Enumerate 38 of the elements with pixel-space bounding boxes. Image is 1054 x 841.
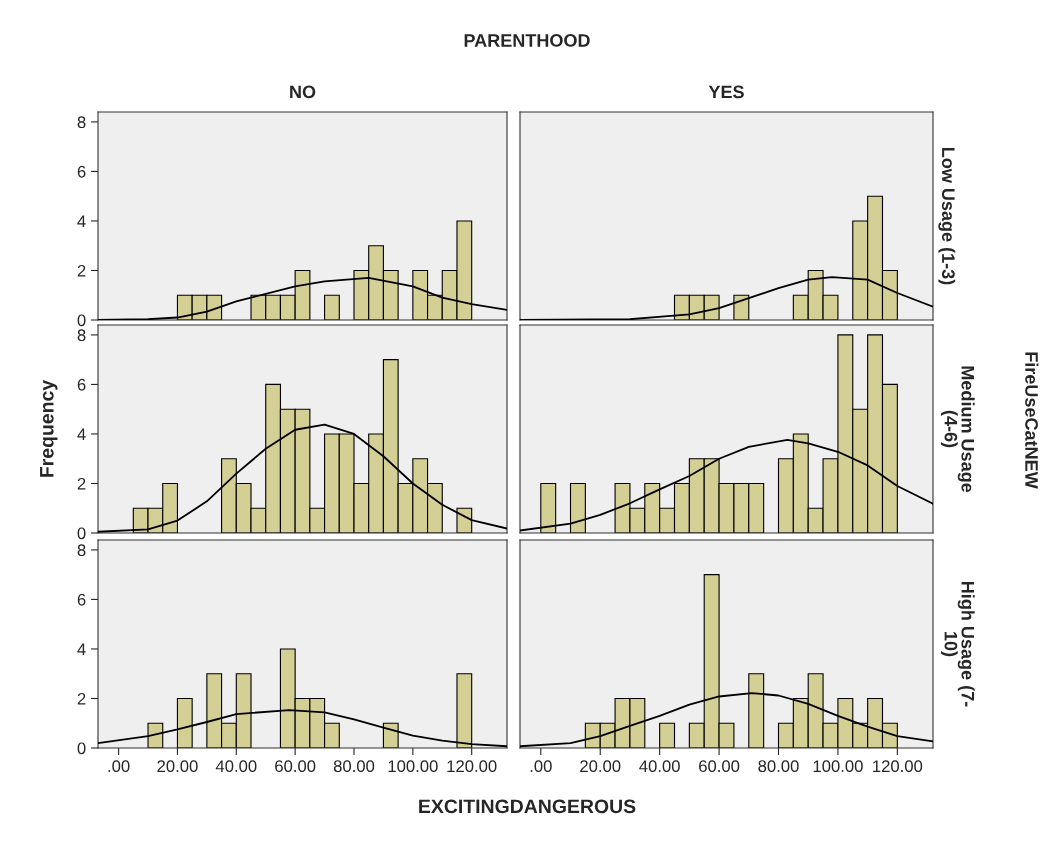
y2-axis-title: Medium Usage (4-6) (940, 366, 975, 493)
x-tick-label: 100.00 (388, 760, 438, 773)
x-tick-label: 120.00 (873, 760, 923, 773)
x-tick-label: 20.00 (157, 760, 198, 773)
y-tick-label: 4 (77, 643, 86, 655)
y-tick-label: 0 (77, 314, 86, 327)
y2-axis-title: High Usage (7- 10) (940, 582, 975, 707)
y-tick-label: 2 (77, 692, 86, 705)
x-tick-label: 20.00 (580, 760, 621, 773)
text: FireUseCatNEW (1025, 352, 1039, 489)
x-tick-label: 60.00 (275, 760, 316, 773)
x-tick-label: .00 (108, 760, 130, 773)
x-tick-label: 100.00 (813, 760, 863, 773)
y-tick-label: 6 (77, 593, 86, 606)
y-tick-label: 2 (77, 264, 86, 277)
x-tick-label: 120.00 (447, 760, 497, 773)
chart-title: NO (290, 85, 316, 99)
y-tick-label: 0 (77, 742, 86, 755)
y-tick-label: 8 (77, 544, 86, 557)
x-tick-label: 40.00 (639, 760, 680, 773)
chart-title: YES (708, 85, 744, 99)
y-axis-title: Frequency (40, 379, 58, 477)
text: PARENTHOOD (464, 34, 590, 47)
x-tick-label: 60.00 (699, 760, 740, 773)
y-tick-label: 0 (77, 527, 86, 540)
text: EXCITINGDANGEROUS (419, 799, 636, 814)
y-tick-label: 2 (77, 477, 86, 490)
y2-axis-title: Low Usage (1-3) (938, 147, 956, 285)
x-tick-label: 40.00 (215, 760, 257, 773)
x-tick-label: 80.00 (758, 760, 799, 773)
x-tick-label: .00 (530, 760, 552, 773)
y-tick-label: 4 (77, 428, 86, 440)
y-tick-label: 8 (77, 116, 86, 129)
y-tick-label: 6 (77, 165, 86, 178)
y-tick-label: 4 (77, 215, 86, 227)
y-tick-label: 6 (77, 378, 86, 391)
y-tick-label: 8 (77, 329, 86, 342)
x-tick-label: 80.00 (333, 760, 375, 773)
